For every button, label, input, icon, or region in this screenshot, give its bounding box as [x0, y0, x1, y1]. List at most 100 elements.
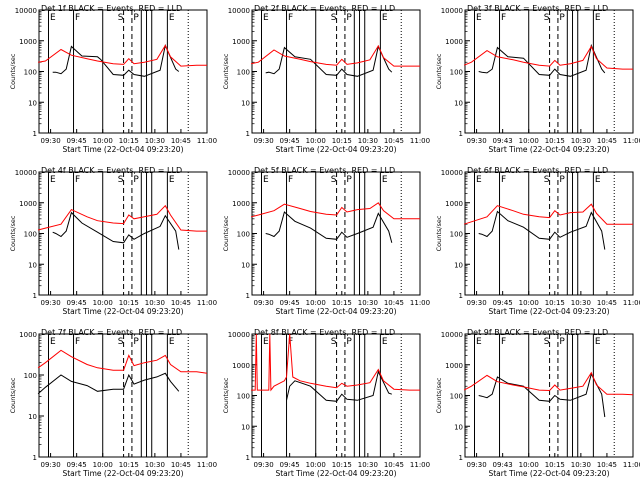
time-marker-label: P [133, 175, 139, 185]
y-tick-label: 10000 [15, 169, 37, 177]
time-marker-label: S [544, 337, 550, 347]
y-tick-label: 1000 [232, 38, 250, 46]
plot-title: Det 4f BLACK = Events, RED = LLD [41, 166, 182, 175]
y-tick-label: 100 [24, 69, 37, 77]
time-marker-label: S [544, 13, 550, 23]
x-tick-label: 10:00 [93, 299, 113, 307]
time-marker-label: F [288, 175, 293, 185]
x-tick-label: 11:00 [623, 461, 640, 469]
x-tick-label: 10:45 [171, 299, 191, 307]
y-tick-label: 1000 [19, 38, 37, 46]
x-tick-label: 09:43 [493, 137, 513, 145]
x-tick-label: 10:30 [571, 461, 591, 469]
plot-title: Det 9f BLACK = Events, RED = LLD [467, 328, 608, 337]
x-tick-label: 10:30 [571, 299, 591, 307]
time-marker-label: E [595, 337, 601, 347]
time-marker-label: S [118, 13, 124, 23]
x-tick-label: 11:00 [410, 461, 430, 469]
x-axis-label: Start Time (22-Oct-04 09:23:20) [275, 469, 396, 478]
events-series-line [478, 210, 606, 250]
lld-series-line [37, 204, 207, 232]
plot-frame [464, 9, 634, 134]
y-tick-label: 10 [241, 423, 250, 431]
time-marker-label: S [118, 175, 124, 185]
lld-series-line [251, 333, 420, 392]
x-tick-label: 10:15 [332, 299, 352, 307]
y-tick-label: 10 [454, 261, 463, 269]
time-marker-label: E [50, 175, 56, 185]
time-marker-label: F [501, 175, 506, 185]
y-tick-label: 1000 [232, 200, 250, 208]
x-tick-label: 10:30 [358, 461, 378, 469]
time-marker-label: S [331, 337, 337, 347]
x-tick-label: 10:45 [384, 137, 404, 145]
y-tick-label: 1000 [19, 331, 37, 339]
time-marker-label: E [382, 337, 388, 347]
time-marker-label: S [118, 337, 124, 347]
events-series-line [478, 372, 606, 418]
time-marker-label: E [595, 13, 601, 23]
y-tick-label: 100 [450, 393, 463, 401]
plot-title: Det 7f BLACK = Events, RED = LLD [41, 328, 182, 337]
lld-series-line [250, 202, 420, 220]
y-tick-label: 1 [33, 130, 37, 138]
plot-title: Det 5f BLACK = Events, RED = LLD [254, 166, 395, 175]
y-axis-label: Counts/sec [435, 215, 443, 251]
y-axis-label: Counts/sec [435, 377, 443, 413]
x-tick-label: 09:45 [67, 299, 87, 307]
time-marker-label: E [476, 13, 482, 23]
time-marker-label: S [331, 13, 337, 23]
lld-series-line [38, 44, 207, 67]
x-tick-label: 10:00 [93, 137, 113, 145]
y-tick-label: 1000 [445, 38, 463, 46]
time-marker-label: F [501, 337, 506, 347]
x-axis-label: Start Time (22-Oct-04 09:23:20) [275, 307, 396, 316]
x-tick-label: 10:15 [119, 137, 139, 145]
x-tick-label: 10:45 [171, 137, 191, 145]
x-axis-label: Start Time (22-Oct-04 09:23:20) [488, 307, 609, 316]
x-tick-label: 10:15 [332, 461, 352, 469]
y-tick-label: 100 [237, 69, 250, 77]
x-tick-label: 10:15 [119, 461, 139, 469]
x-tick-label: 10:45 [171, 461, 191, 469]
time-marker-label: E [382, 175, 388, 185]
time-marker-label: E [50, 13, 56, 23]
plot-title: Det 8f BLACK = Events, RED = LLD [254, 328, 395, 337]
x-tick-label: 10:30 [571, 137, 591, 145]
time-marker-label: P [346, 13, 352, 23]
x-tick-label: 10:30 [145, 299, 165, 307]
time-marker-label: P [559, 175, 565, 185]
x-tick-label: 09:45 [67, 461, 87, 469]
y-tick-label: 1 [33, 292, 37, 300]
plot-frame [38, 333, 208, 458]
y-tick-label: 1 [459, 292, 463, 300]
time-marker-label: F [75, 337, 80, 347]
x-tick-label: 10:45 [597, 461, 617, 469]
y-tick-label: 10000 [441, 331, 463, 339]
time-marker-label: E [169, 175, 175, 185]
x-tick-label: 09:45 [67, 137, 87, 145]
lld-series-line [463, 45, 633, 70]
time-marker-label: P [133, 337, 139, 347]
x-axis-label: Start Time (22-Oct-04 09:23:20) [275, 145, 396, 154]
events-series-line [265, 211, 393, 243]
y-tick-label: 10000 [228, 331, 250, 339]
x-tick-label: 09:45 [280, 137, 300, 145]
time-marker-label: P [346, 337, 352, 347]
y-axis-label: Counts/sec [222, 377, 230, 413]
time-marker-label: F [75, 175, 80, 185]
y-tick-label: 100 [24, 372, 37, 380]
x-tick-label: 10:30 [145, 137, 165, 145]
time-marker-label: E [476, 337, 482, 347]
time-marker-label: E [169, 13, 175, 23]
time-marker-label: P [346, 175, 352, 185]
x-tick-label: 11:00 [197, 137, 217, 145]
y-tick-label: 100 [450, 69, 463, 77]
x-tick-label: 10:15 [119, 299, 139, 307]
plot-title: Det 2f BLACK = Events, RED = LLD [254, 4, 395, 13]
time-marker-label: P [133, 13, 139, 23]
time-marker-label: P [559, 337, 565, 347]
y-tick-label: 1 [246, 130, 250, 138]
y-axis-label: Counts/sec [222, 53, 230, 89]
